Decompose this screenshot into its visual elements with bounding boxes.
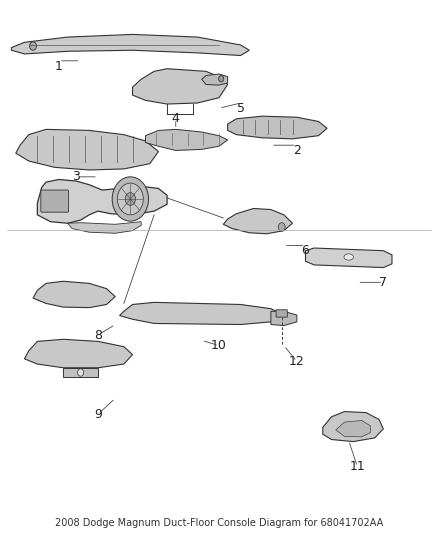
Polygon shape xyxy=(228,116,327,139)
Polygon shape xyxy=(37,180,167,223)
Circle shape xyxy=(112,177,148,221)
Polygon shape xyxy=(11,35,249,55)
Text: 7: 7 xyxy=(379,276,387,289)
Polygon shape xyxy=(33,281,115,308)
Ellipse shape xyxy=(344,254,353,260)
Polygon shape xyxy=(64,368,98,377)
FancyBboxPatch shape xyxy=(41,190,68,212)
Text: 3: 3 xyxy=(72,171,80,183)
Circle shape xyxy=(125,192,135,205)
Polygon shape xyxy=(323,411,383,442)
Polygon shape xyxy=(336,421,371,437)
Polygon shape xyxy=(67,222,141,233)
Polygon shape xyxy=(271,311,297,326)
Circle shape xyxy=(278,223,285,231)
Polygon shape xyxy=(16,130,159,170)
Text: 2008 Dodge Magnum Duct-Floor Console Diagram for 68041702AA: 2008 Dodge Magnum Duct-Floor Console Dia… xyxy=(55,518,383,528)
Circle shape xyxy=(117,183,143,215)
Polygon shape xyxy=(25,340,133,368)
Polygon shape xyxy=(305,248,392,268)
Text: 6: 6 xyxy=(301,244,309,257)
Polygon shape xyxy=(223,208,293,234)
Text: 11: 11 xyxy=(350,461,365,473)
Polygon shape xyxy=(133,69,228,104)
Circle shape xyxy=(219,76,224,82)
Text: 2: 2 xyxy=(293,144,301,157)
Polygon shape xyxy=(202,74,228,85)
Polygon shape xyxy=(145,130,228,150)
Text: 1: 1 xyxy=(55,60,63,72)
FancyBboxPatch shape xyxy=(276,310,287,317)
Text: 4: 4 xyxy=(172,112,180,125)
Text: 10: 10 xyxy=(211,339,227,352)
Circle shape xyxy=(78,369,84,376)
Text: 5: 5 xyxy=(237,102,244,115)
Polygon shape xyxy=(120,302,284,325)
Text: 12: 12 xyxy=(289,355,305,368)
Text: 8: 8 xyxy=(94,328,102,342)
Text: 9: 9 xyxy=(94,408,102,421)
Circle shape xyxy=(30,42,36,50)
